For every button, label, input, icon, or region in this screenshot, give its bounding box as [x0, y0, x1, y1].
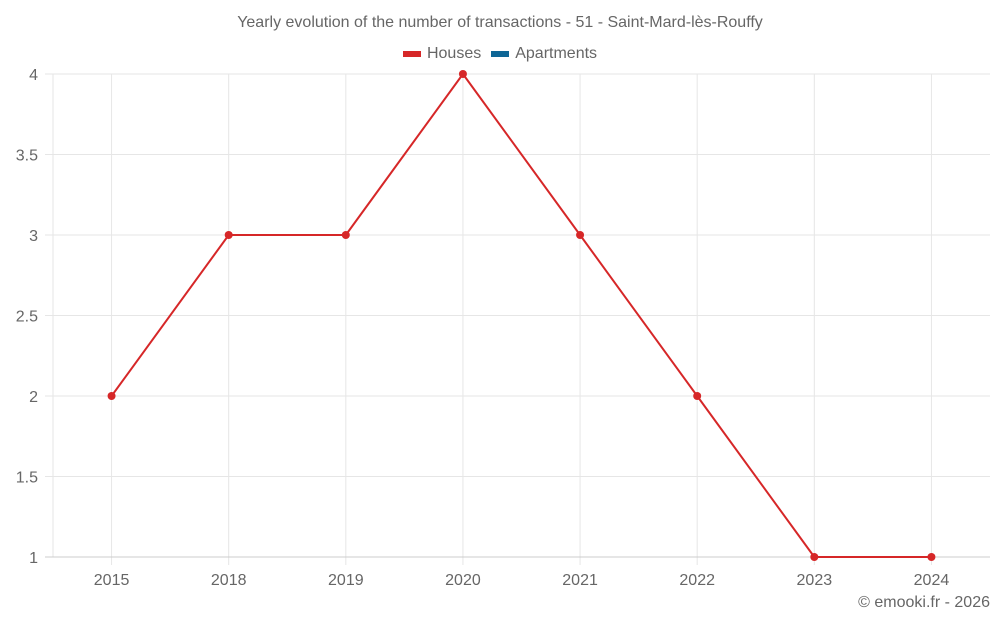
data-point[interactable]	[927, 553, 936, 561]
houses-swatch-icon	[402, 51, 421, 57]
y-tick-label: 2.5	[16, 309, 38, 326]
houses-series	[107, 70, 936, 561]
x-tick-label: 2021	[562, 572, 598, 589]
data-point[interactable]	[576, 231, 585, 239]
x-tick-label: 2018	[211, 572, 247, 589]
data-point[interactable]	[107, 392, 116, 400]
y-tick-label: 3	[29, 228, 38, 245]
x-axis: 2015 2018 2019 2020 2021 2022 2023 2024	[45, 556, 990, 589]
y-tick-label: 1	[29, 550, 38, 567]
x-tick-label: 2023	[797, 572, 833, 589]
y-tick-label: 2	[29, 389, 38, 406]
y-axis: 1 1.5 2 2.5 3 3.5 4	[16, 67, 38, 567]
apartments-swatch-icon	[491, 51, 510, 57]
x-tick-label: 2024	[914, 572, 950, 589]
data-point[interactable]	[224, 231, 233, 239]
data-point[interactable]	[810, 553, 819, 561]
legend-label-apartments: Apartments	[515, 45, 598, 62]
y-tick-label: 1.5	[16, 470, 38, 487]
y-tick-label: 4	[29, 67, 38, 84]
data-point[interactable]	[458, 70, 467, 78]
y-tick-label: 3.5	[16, 148, 38, 165]
legend-label-houses: Houses	[426, 45, 482, 62]
x-tick-label: 2022	[679, 572, 715, 589]
credit-text: © emooki.fr - 2026	[858, 594, 990, 611]
legend-item-apartments[interactable]: Apartments	[491, 45, 597, 63]
x-tick-label: 2020	[445, 572, 481, 589]
data-point[interactable]	[341, 231, 350, 239]
grid-lines	[45, 73, 990, 565]
data-point[interactable]	[693, 392, 702, 400]
x-tick-label: 2019	[328, 572, 364, 589]
chart-title: Yearly evolution of the number of transa…	[237, 14, 763, 31]
x-tick-label: 2015	[94, 572, 130, 589]
legend: Houses Apartments	[0, 45, 1000, 63]
legend-item-houses[interactable]: Houses	[402, 45, 482, 63]
